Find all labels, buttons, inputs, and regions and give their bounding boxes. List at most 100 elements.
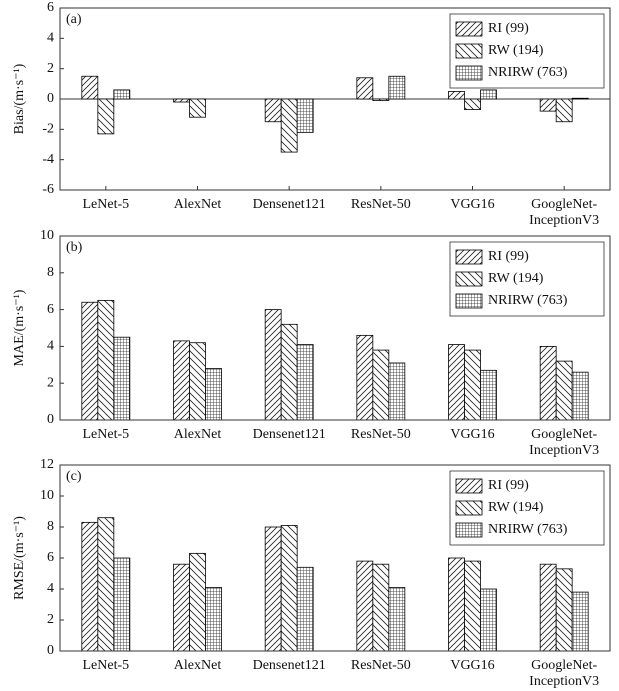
x-tick-label: Densenet121	[253, 658, 326, 673]
y-tick-label: 0	[47, 412, 54, 427]
legend-label: NRIRW (763)	[488, 522, 568, 537]
bar	[480, 89, 497, 100]
bar	[280, 98, 298, 153]
bar	[264, 98, 282, 123]
x-tick-label: GoogleNet-InceptionV3	[529, 197, 599, 228]
bar	[448, 344, 465, 421]
bar	[571, 591, 589, 652]
panel-label: (c)	[66, 469, 82, 484]
bar	[205, 587, 222, 652]
plot-frame	[59, 235, 611, 421]
x-tick-label: LeNet-5	[83, 658, 130, 673]
y-tick-label: 6	[47, 0, 54, 15]
bar	[189, 552, 206, 652]
plot-frame	[59, 7, 611, 191]
bar	[189, 98, 206, 118]
y-tick-label: -4	[42, 152, 54, 167]
x-tick-label: LeNet-5	[83, 427, 130, 442]
y-axis-label: MAE/(m·s⁻¹)	[12, 289, 27, 366]
y-tick-label: -2	[42, 122, 54, 137]
y-tick-label: 4	[47, 31, 54, 46]
bar	[555, 360, 573, 421]
bar	[113, 89, 131, 100]
y-tick-label: 8	[47, 519, 54, 534]
y-tick-label: 6	[47, 302, 54, 317]
y-tick-label: 4	[47, 339, 54, 354]
bar	[555, 568, 573, 652]
y-tick-label: 0	[47, 91, 54, 106]
y-tick-label: 12	[40, 457, 54, 472]
x-tick-label: LeNet-5	[83, 197, 130, 212]
legend-swatch	[455, 478, 483, 494]
x-tick-label: Densenet121	[253, 427, 326, 442]
bar	[264, 309, 282, 421]
bar	[464, 349, 481, 421]
bar	[81, 75, 99, 100]
x-tick-label: ResNet-50	[351, 658, 411, 673]
y-tick-label: 10	[40, 228, 54, 243]
bar	[205, 368, 222, 421]
bar	[388, 587, 406, 652]
bar	[480, 369, 497, 421]
bar	[448, 91, 465, 100]
bar	[113, 336, 131, 421]
bar	[173, 563, 190, 652]
x-tick-label: Densenet121	[253, 197, 326, 212]
bar	[189, 342, 206, 421]
legend-swatch	[455, 522, 483, 538]
legend-swatch	[455, 293, 483, 309]
y-tick-label: 8	[47, 265, 54, 280]
legend-label: NRIRW (763)	[488, 65, 568, 80]
x-tick-label: AlexNet	[174, 658, 222, 673]
bar	[372, 98, 390, 101]
bar	[296, 344, 314, 421]
legend-swatch	[455, 271, 483, 287]
x-tick-label: AlexNet	[174, 427, 222, 442]
bar	[113, 557, 131, 652]
bar	[296, 98, 314, 133]
bar	[448, 557, 465, 652]
bar	[280, 525, 298, 652]
bar	[97, 517, 115, 652]
legend-label: RW (194)	[488, 271, 544, 286]
y-tick-label: 10	[40, 488, 54, 503]
bar	[372, 349, 390, 421]
y-tick-label: 2	[47, 612, 54, 627]
x-tick-label: AlexNet	[174, 197, 222, 212]
bar	[280, 323, 298, 421]
bar	[539, 345, 557, 421]
bar	[464, 560, 481, 652]
bar	[539, 563, 557, 652]
bar	[173, 98, 190, 103]
bar	[555, 98, 573, 123]
bar	[356, 77, 374, 100]
bar	[173, 340, 190, 421]
y-tick-label: 0	[47, 643, 54, 658]
x-tick-label: VGG16	[450, 427, 494, 442]
x-tick-label: GoogleNet-InceptionV3	[529, 658, 599, 689]
x-tick-label: ResNet-50	[351, 197, 411, 212]
x-tick-label: GoogleNet-InceptionV3	[529, 427, 599, 458]
bar	[81, 301, 99, 421]
legend-label: NRIRW (763)	[488, 293, 568, 308]
legend-swatch	[455, 500, 483, 516]
y-tick-label: -6	[42, 182, 54, 197]
bar	[571, 371, 589, 421]
bar	[539, 98, 557, 112]
y-axis-label: RMSE/(m·s⁻¹)	[12, 516, 27, 600]
bar	[264, 526, 282, 652]
bar	[81, 521, 99, 652]
legend-label: RI (99)	[488, 21, 529, 36]
bar	[97, 98, 115, 135]
x-tick-label: VGG16	[450, 658, 494, 673]
bar	[480, 588, 497, 652]
bar	[571, 97, 589, 100]
legend-swatch	[455, 249, 483, 265]
plot-frame	[59, 464, 611, 652]
bar	[464, 98, 481, 111]
legend-label: RW (194)	[488, 43, 544, 58]
y-axis-label: Bias/(m·s⁻¹)	[12, 63, 27, 134]
bar	[296, 566, 314, 652]
panel-label: (a)	[66, 12, 82, 27]
